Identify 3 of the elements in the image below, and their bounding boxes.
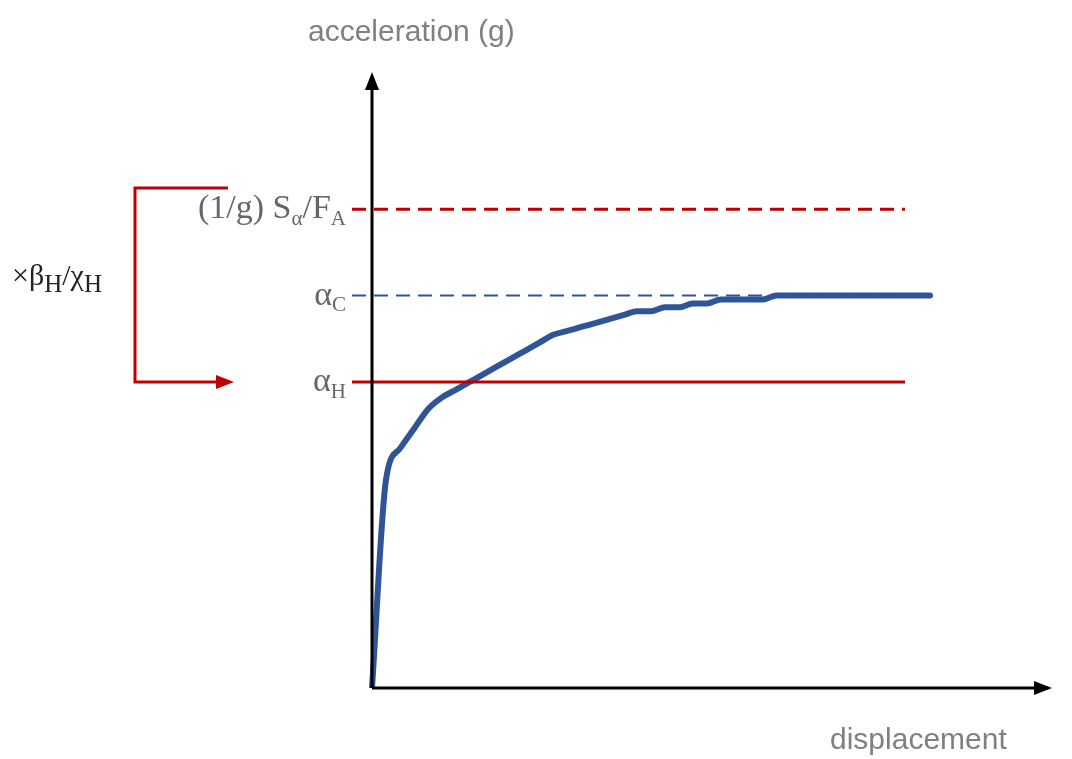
text: acceleration (g) — [308, 14, 515, 48]
text: ×β$_{H}$/χ$_{H}$ — [12, 258, 102, 298]
x-axis-title: displacement — [830, 722, 1007, 756]
